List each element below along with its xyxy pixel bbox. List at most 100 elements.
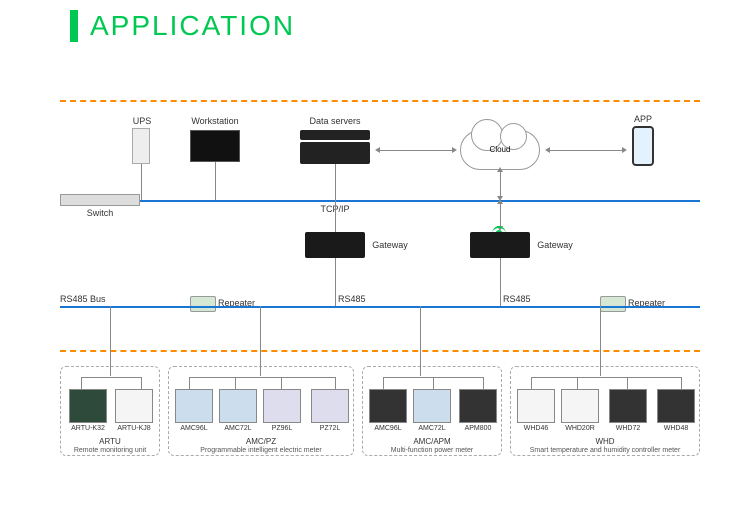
rs485-2: RS485	[503, 294, 543, 304]
lbl-whd46: WHD46	[515, 425, 557, 432]
line-gw1	[335, 200, 336, 232]
server-label: Data servers	[300, 116, 370, 126]
divider-bottom	[60, 350, 700, 352]
g2-v4	[335, 377, 336, 389]
g1-h	[81, 377, 141, 378]
rs485-1: RS485	[338, 294, 378, 304]
product-whd20r	[561, 389, 599, 423]
server-device	[300, 142, 370, 164]
switch-label: Switch	[80, 208, 120, 218]
lbl-whd20r: WHD20R	[559, 425, 601, 432]
product-amc72l-2	[413, 389, 451, 423]
bus-top	[60, 200, 700, 202]
g2-title: AMC/PZ	[169, 437, 353, 446]
lbl-whd72: WHD72	[607, 425, 649, 432]
workstation-label: Workstation	[185, 116, 245, 126]
page-title: APPLICATION	[90, 10, 295, 42]
gateway-2	[470, 232, 530, 258]
line-gw1-down	[335, 258, 336, 306]
ups-device	[132, 128, 150, 164]
product-amc96l	[175, 389, 213, 423]
line-gw2-down	[500, 258, 501, 306]
arrow-cloud-down	[500, 172, 501, 196]
drop-3	[420, 306, 421, 366]
lbl-pz72l: PZ72L	[309, 425, 351, 432]
gateway1-label: Gateway	[368, 240, 412, 250]
product-pz72l	[311, 389, 349, 423]
d3c	[420, 366, 421, 376]
g4-v2	[577, 377, 578, 389]
product-whd72	[609, 389, 647, 423]
lbl-amc96l: AMC96L	[173, 425, 215, 432]
g2-sub: Programmable intelligent electric meter	[169, 447, 353, 454]
header: APPLICATION	[0, 0, 750, 52]
g1-title: ARTU	[61, 437, 159, 446]
repeater-2	[600, 296, 626, 312]
product-amc96l-2	[369, 389, 407, 423]
drop-4	[600, 306, 601, 366]
lbl-amc72l: AMC72L	[217, 425, 259, 432]
group-whd: WHD46 WHD20R WHD72 WHD48 WHD Smart tempe…	[510, 366, 700, 456]
bus-bottom	[60, 306, 700, 308]
lbl-g3-2: AMC72L	[411, 425, 453, 432]
arrow-cloud-app	[550, 150, 622, 151]
gateway2-label: Gateway	[533, 240, 577, 250]
g1-v2	[141, 377, 142, 389]
line-ws	[215, 162, 216, 200]
arrow-server-cloud	[380, 150, 452, 151]
rs485bus-label: RS485 Bus	[60, 294, 110, 304]
d4c	[600, 366, 601, 376]
drop-2	[260, 306, 261, 366]
group-amcapm: AMC96L AMC72L APM800 AMC/APM Multi-funct…	[362, 366, 502, 456]
phone-device	[632, 126, 654, 166]
repeater-1	[190, 296, 216, 312]
g3-v3	[483, 377, 484, 389]
drop-1	[110, 306, 111, 366]
accent-bar	[70, 10, 78, 42]
product-whd48	[657, 389, 695, 423]
g4-v3	[627, 377, 628, 389]
lbl-whd48: WHD48	[655, 425, 697, 432]
product-pz96l	[263, 389, 301, 423]
product-apm800	[459, 389, 497, 423]
ups-label: UPS	[122, 116, 162, 126]
g4-v4	[681, 377, 682, 389]
divider-top	[60, 100, 700, 102]
g3-sub: Multi-function power meter	[363, 447, 501, 454]
g4-v1	[531, 377, 532, 389]
line-srv	[335, 164, 336, 200]
g3-v2	[433, 377, 434, 389]
product-artu-kj8	[115, 389, 153, 423]
g3-v1	[383, 377, 384, 389]
switch-device	[60, 194, 140, 206]
cloud-shape: Cloud	[460, 130, 540, 170]
g3-title: AMC/APM	[363, 437, 501, 446]
g2-v3	[281, 377, 282, 389]
network-diagram: UPS Workstation Data servers Cloud APP S…	[60, 100, 700, 520]
product-whd46	[517, 389, 555, 423]
lbl-g3-1: AMC96L	[367, 425, 409, 432]
group-amcpz: AMC96L AMC72L PZ96L PZ72L AMC/PZ Program…	[168, 366, 354, 456]
gateway-1	[305, 232, 365, 258]
product-amc72l	[219, 389, 257, 423]
g4-sub: Smart temperature and humidity controlle…	[511, 447, 699, 454]
lbl-artu-k32: ARTU-K32	[67, 425, 109, 432]
group-artu: ARTU-K32 ARTU-KJ8 ARTU Remote monitoring…	[60, 366, 160, 456]
g4-h	[531, 377, 681, 378]
lbl-pz96l: PZ96L	[261, 425, 303, 432]
workstation-device	[190, 130, 240, 162]
g2-v2	[235, 377, 236, 389]
app-label: APP	[625, 114, 661, 124]
cloud-label: Cloud	[461, 145, 539, 154]
d1c	[110, 366, 111, 376]
line-ups	[141, 164, 142, 200]
lbl-g3-3: APM800	[457, 425, 499, 432]
g2-h	[189, 377, 335, 378]
d2c	[260, 366, 261, 376]
g1-v1	[81, 377, 82, 389]
product-artu-k32	[69, 389, 107, 423]
g1-sub: Remote monitoring unit	[61, 447, 159, 454]
lbl-artu-kj8: ARTU-KJ8	[113, 425, 155, 432]
g4-title: WHD	[511, 437, 699, 446]
g2-v1	[189, 377, 190, 389]
